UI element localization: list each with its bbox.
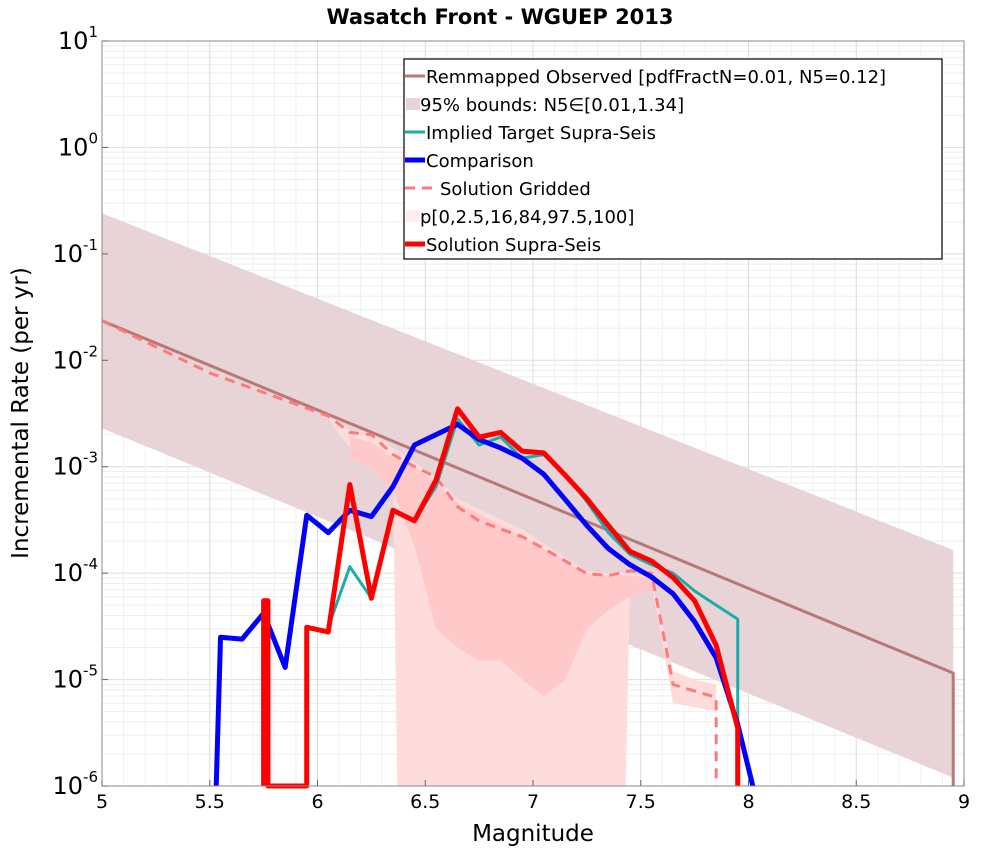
series-line-solution	[261, 406, 741, 789]
x-tick-label: 7.5	[626, 791, 656, 813]
x-tick-label: 5.5	[195, 791, 225, 813]
chart-title: Wasatch Front - WGUEP 2013	[326, 5, 673, 29]
x-tick-label: 6	[311, 791, 323, 813]
y-tick-label: 10-4	[52, 555, 98, 587]
y-tick-label: 10-6	[52, 768, 98, 800]
legend-label: Remmapped Observed [pdfFractN=0.01, N5=0…	[426, 67, 886, 88]
x-tick-label: 8.5	[841, 791, 871, 813]
legend: Remmapped Observed [pdfFractN=0.01, N5=0…	[403, 58, 943, 260]
legend-label: Comparison	[426, 151, 534, 172]
y-tick-label: 100	[58, 129, 98, 161]
legend-swatch	[406, 210, 420, 222]
x-axis-label: Magnitude	[472, 821, 594, 847]
y-tick-label: 10-3	[52, 449, 98, 481]
y-axis-ticks: 101 100 10-1 10-2 10-3 10-4 10-5 10-6	[52, 23, 108, 800]
legend-label: 95% bounds: N5∈[0.01,1.34]	[420, 95, 684, 116]
uncertainty-bands	[102, 213, 954, 787]
x-axis-ticks: 5 5.5 6 6.5 7 7.5 8 8.5 9	[96, 780, 970, 813]
y-tick-label: 10-5	[52, 662, 98, 694]
x-tick-label: 7	[527, 791, 539, 813]
legend-swatch	[406, 98, 420, 110]
legend-label: Implied Target Supra-Seis	[426, 123, 656, 144]
x-tick-label: 8	[742, 791, 754, 813]
y-tick-label: 10-1	[52, 236, 98, 268]
x-tick-label: 5	[96, 791, 108, 813]
x-tick-label: 6.5	[410, 791, 440, 813]
band-95-bounds	[102, 213, 954, 787]
legend-label: Solution Gridded	[440, 179, 591, 200]
x-tick-label: 9	[958, 791, 970, 813]
legend-label: p[0,2.5,16,84,97.5,100]	[420, 207, 634, 228]
legend-box	[403, 58, 943, 260]
legend-label: Solution Supra-Seis	[426, 235, 601, 256]
series-line-remmapped	[101, 319, 955, 786]
y-axis-label: Incremental Rate (per yr)	[8, 267, 34, 559]
y-tick-label: 101	[58, 23, 98, 55]
series-lines	[101, 319, 955, 789]
y-tick-label: 10-2	[52, 342, 98, 374]
